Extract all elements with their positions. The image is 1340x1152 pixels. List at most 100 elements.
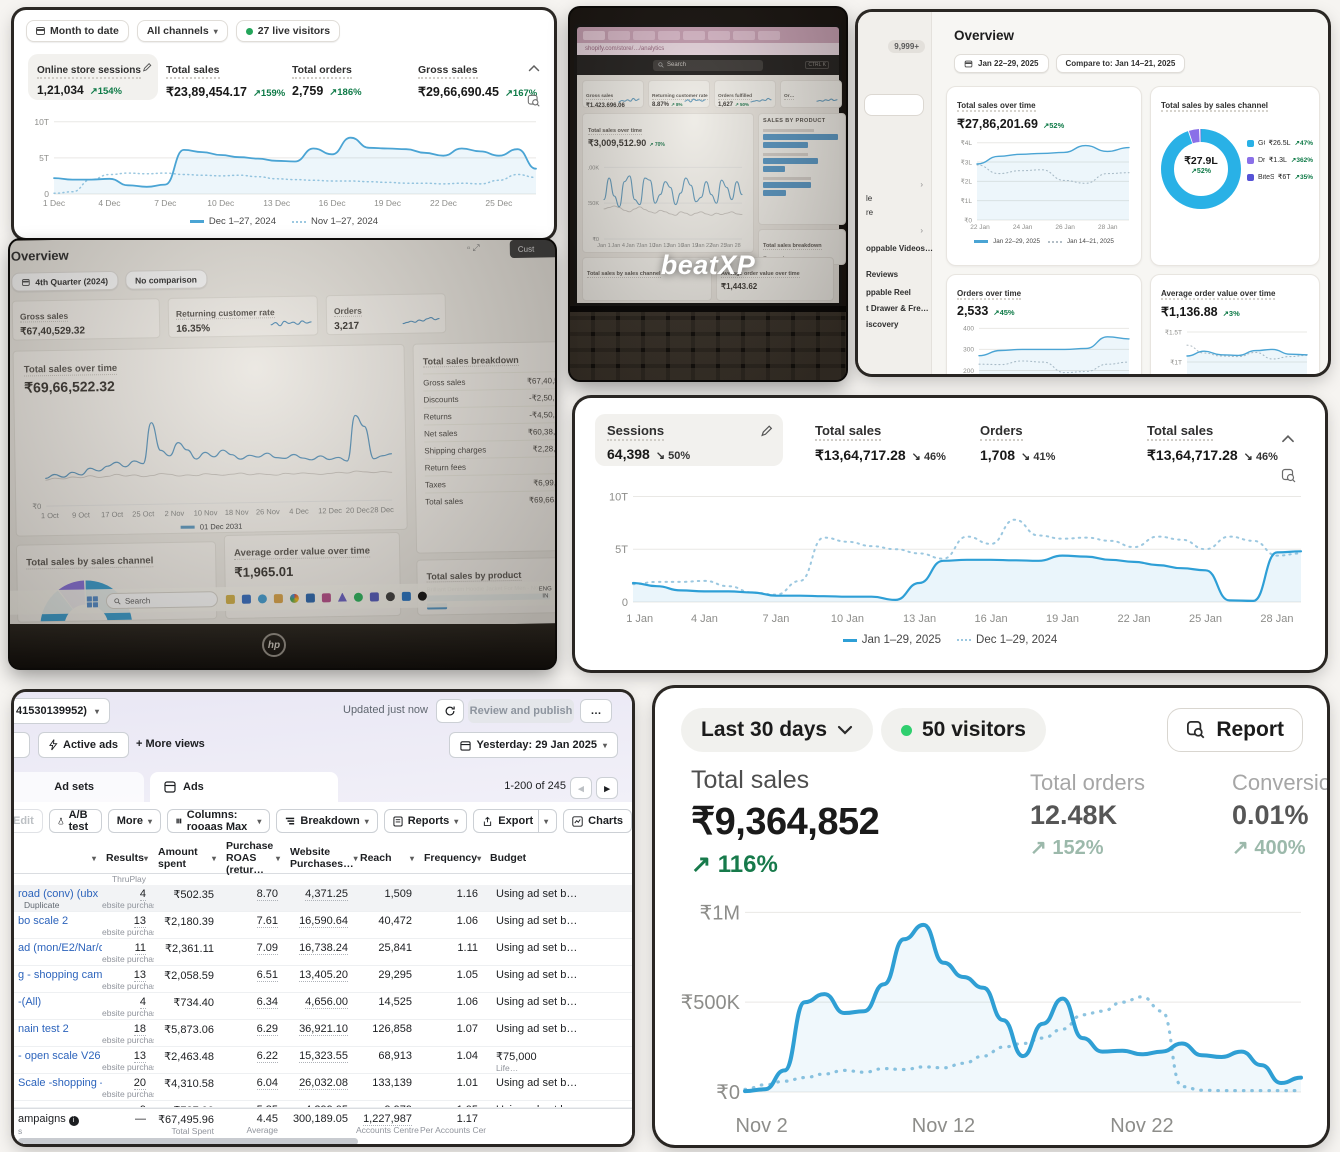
date-range-chip[interactable]: Jan 22–29, 2025 (954, 54, 1049, 73)
account-dropdown[interactable]: 41530139952) ▾ (14, 698, 110, 724)
campaign-link[interactable]: ad (mon/E2/Nar/old) (1… (18, 942, 102, 954)
sidebar-item[interactable]: Reviews (866, 270, 899, 279)
hp-logo: hp (262, 633, 286, 657)
campaign-link[interactable]: g - shopping campaign … (18, 969, 102, 981)
svg-text:24 Jan: 24 Jan (1013, 224, 1033, 231)
donut-legend: GOKW… ₹26.5L ↗47% Draft … ₹1.3L ↗362% Bi (1247, 139, 1313, 190)
ab-test-button[interactable]: A/B test (48, 809, 102, 833)
total-sales-chart: ₹01 Oct 9 Oct 17 Oct 25 Oct 2 Nov 10 Nov 18 No… (32, 414, 394, 520)
more-views-link[interactable]: + More views (136, 738, 205, 750)
sidebar-item[interactable]: le (866, 194, 873, 203)
campaign-link[interactable]: nain test 2 (18, 1023, 69, 1035)
column-header-results[interactable]: Results ▾ (106, 852, 148, 865)
svg-text:26 Nov: 26 Nov (256, 507, 280, 516)
browser-tab (658, 30, 680, 40)
edit-button[interactable]: Edit (14, 809, 43, 833)
svg-text:20 Dec: 20 Dec (346, 506, 370, 515)
more-button[interactable]: More ▾ (107, 809, 161, 833)
collapse-chevron-icon[interactable] (528, 64, 540, 72)
shopify-sessions-card: Sessions 64,398 ↘ 50% Total sales ₹13,64,… (575, 398, 1325, 670)
campaign-link[interactable]: road (conv) (ubx H4/… (18, 888, 102, 900)
breakdown-button[interactable]: Breakdown ▾ (276, 809, 378, 833)
ads-grid-icon (164, 781, 176, 793)
laptop-hinge (570, 306, 846, 312)
horizontal-scrollbar[interactable] (18, 1138, 358, 1144)
windows-taskbar: Search ENG IN (10, 581, 555, 615)
sidebar-item[interactable]: t Drawer & Fre… (866, 304, 929, 313)
metric-gross-sales: Gross sales ₹29,66,690.45 ↗167% (418, 64, 538, 99)
svg-text:Nov 12: Nov 12 (912, 1115, 975, 1134)
campaign-link[interactable]: Scale -shopping – Copy… (18, 1077, 102, 1089)
metric-orders: Orders 1,708 ↘ 41% (980, 423, 1056, 463)
legend-swatch-icon (180, 525, 195, 529)
legend-swatch-icon (1247, 139, 1254, 147)
compare-chip[interactable]: Compare to: Jan 14–21, 2025 (1055, 54, 1186, 73)
live-visitors-pill[interactable]: 50 visitors (881, 708, 1046, 752)
column-header-roas[interactable]: Purchase ROAS (retur… ▾ (226, 840, 280, 877)
flask-icon (58, 817, 64, 825)
app-icon (289, 593, 299, 603)
tab-ads[interactable]: Ads (150, 772, 338, 802)
active-ads-chip[interactable]: Active ads (38, 732, 130, 758)
column-header-name[interactable]: ▾ (14, 840, 102, 876)
admin-topbar: Search CTRL K (577, 55, 839, 75)
export-button[interactable]: Export ▾ (473, 809, 558, 833)
tab-ad-sets[interactable]: Ad sets (14, 772, 144, 802)
review-publish-button[interactable]: Review and publish (468, 699, 574, 723)
collapse-chevron-icon[interactable] (1281, 434, 1295, 443)
svg-text:5T: 5T (39, 153, 49, 163)
insights-icon[interactable] (527, 94, 541, 108)
stat-card-gross-sales: Gross sales ₹67,40,529.32 (11, 298, 161, 341)
reports-button[interactable]: Reports ▾ (383, 809, 468, 833)
svg-text:Jan 19: Jan 19 (681, 243, 698, 249)
app-icon (225, 594, 235, 604)
campaign-link[interactable]: bo scale 2 (18, 915, 69, 927)
insights-icon[interactable] (1281, 468, 1297, 484)
sidebar-item[interactable]: re (866, 208, 874, 217)
date-range-chip[interactable]: Month to date (26, 20, 129, 42)
app-icon (353, 592, 363, 602)
prev-page-button[interactable]: ◂ (570, 777, 592, 799)
total-sales-chart: ₹0 ₹1L ₹2L ₹3L ₹4L 22 Jan 24 Jan 26 Jan 28 Jan (961, 139, 1130, 231)
svg-text:₹1T: ₹1T (1170, 358, 1182, 366)
sparkline-chart (111, 318, 155, 334)
svg-text:₹1M: ₹1M (699, 902, 740, 924)
column-header-frequency[interactable]: Frequency ▾ (424, 852, 482, 865)
sidebar-item[interactable]: iscovery (866, 320, 899, 329)
svg-text:Jan 13: Jan 13 (653, 243, 670, 249)
column-header-website-purchases[interactable]: Website Purchases… ▾ (290, 846, 358, 871)
column-header-amount-spent[interactable]: Amount spent ▾ (158, 846, 216, 871)
sidebar-search-stub[interactable] (864, 94, 924, 116)
date-range-dropdown[interactable]: Last 30 days (681, 708, 874, 752)
sessions-trend-chart: 0 5T 10T 1 Jan 4 Jan 7 Jan 10 Jan 13 Jan 16 Jan 1… (609, 491, 1303, 624)
pencil-icon[interactable] (142, 62, 152, 72)
sidebar-item[interactable]: oppable Videos… (866, 244, 933, 253)
charts-button[interactable]: Charts (563, 809, 632, 833)
sort-caret-icon: ▾ (477, 853, 482, 863)
svg-text:₹3L: ₹3L (961, 158, 973, 166)
campaign-link[interactable]: -(All) (18, 996, 42, 1008)
next-page-button[interactable]: ▸ (596, 777, 618, 799)
refresh-button[interactable] (436, 699, 464, 723)
view-chip-cut[interactable] (14, 732, 30, 758)
row-actions[interactable]: Duplicate (24, 900, 60, 910)
stat-conversion: Conversion 0.01% ↗ 400% (1232, 770, 1327, 859)
taskbar-icons (225, 591, 427, 604)
column-header-reach[interactable]: Reach ▾ (360, 852, 414, 865)
report-button[interactable]: Report (1167, 708, 1303, 752)
stat-card-gross-sales: Gross sales ₹1,423,696.06 (582, 80, 644, 108)
live-visitors-chip[interactable]: 27 live visitors (235, 20, 341, 42)
donut-center-label: ₹27.9L ↗52% (1184, 155, 1218, 175)
channels-chip[interactable]: All channels ▾ (136, 20, 228, 42)
column-header-budget[interactable]: Budget (490, 852, 527, 865)
stat-total-sales: Total sales ₹9,364,852 ↗ 116% (691, 766, 880, 878)
sidebar-item[interactable]: ppable Reel (866, 288, 911, 297)
more-options-button[interactable]: … (580, 699, 612, 723)
campaign-link[interactable]: - open scale V26 (18, 1050, 101, 1062)
pencil-icon[interactable] (760, 424, 773, 437)
campaign-link[interactable]: … (14, 1104, 102, 1107)
chevron-down-icon: ▾ (544, 816, 549, 826)
columns-button[interactable]: Columns: rooaas Max ▾ (167, 809, 271, 833)
date-picker-button[interactable]: Yesterday: 29 Jan 2025 ▾ (448, 732, 618, 758)
